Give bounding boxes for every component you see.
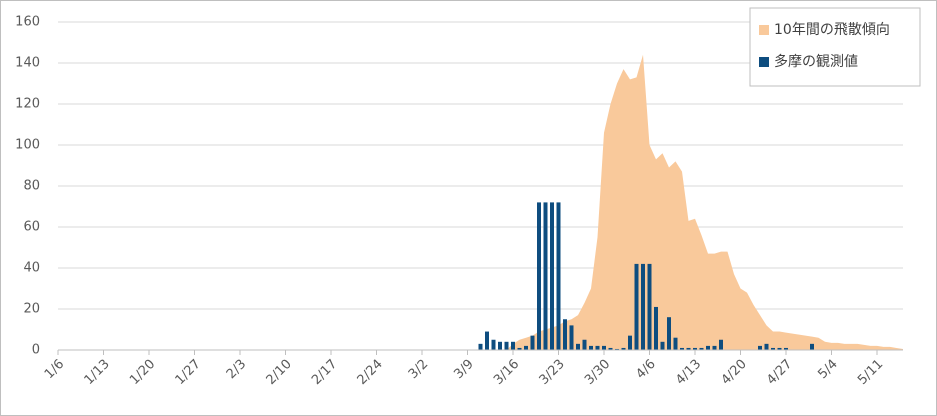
bar <box>673 337 678 350</box>
bar <box>764 343 769 350</box>
y-tick-label: 140 <box>15 56 40 71</box>
bar <box>608 347 613 350</box>
y-tick-label: 120 <box>15 97 40 112</box>
y-tick-label: 100 <box>15 138 40 153</box>
bar <box>530 335 535 350</box>
bar <box>641 263 645 350</box>
y-tick-label: 160 <box>15 15 40 30</box>
bar <box>719 339 723 350</box>
bar <box>589 345 593 350</box>
bar <box>667 317 671 350</box>
bar <box>582 339 587 350</box>
bar <box>686 347 691 350</box>
bar <box>693 347 697 350</box>
bar <box>615 348 619 350</box>
legend-label: 多摩の観測値 <box>774 53 858 70</box>
legend-swatch <box>759 25 769 35</box>
y-tick-label: 0 <box>32 343 40 358</box>
bar <box>660 341 665 350</box>
bar <box>524 345 528 350</box>
bar <box>654 306 658 350</box>
legend-label: 10年間の飛散傾向 <box>774 22 890 38</box>
bar <box>478 343 483 350</box>
bar <box>628 335 632 350</box>
bar <box>504 341 509 350</box>
y-tick-label: 80 <box>23 179 40 194</box>
bar <box>511 341 515 350</box>
bar <box>595 345 600 350</box>
bar <box>621 347 626 350</box>
bar <box>771 347 775 350</box>
bar <box>576 343 580 350</box>
bar <box>699 347 704 350</box>
bar <box>777 347 782 350</box>
bar <box>680 347 684 350</box>
area <box>58 54 903 351</box>
bar <box>810 343 814 350</box>
bar <box>758 345 762 350</box>
marks <box>58 54 903 351</box>
bar <box>537 202 541 350</box>
bar <box>634 263 639 350</box>
bar <box>706 345 710 350</box>
y-tick-label: 20 <box>23 302 40 317</box>
legend-swatch <box>759 57 769 67</box>
bar <box>569 325 574 350</box>
legend-box <box>749 7 921 87</box>
bar <box>543 202 548 350</box>
bar <box>563 319 567 350</box>
bar <box>784 347 788 350</box>
bar <box>498 341 502 350</box>
bar <box>602 345 606 350</box>
bar <box>556 202 561 350</box>
bar <box>712 345 717 350</box>
bar <box>491 339 496 350</box>
y-tick-label: 40 <box>23 261 40 276</box>
bar <box>647 263 652 350</box>
bar <box>517 347 522 350</box>
bar <box>550 202 554 350</box>
bar <box>485 331 489 350</box>
y-tick-label: 60 <box>23 220 40 235</box>
